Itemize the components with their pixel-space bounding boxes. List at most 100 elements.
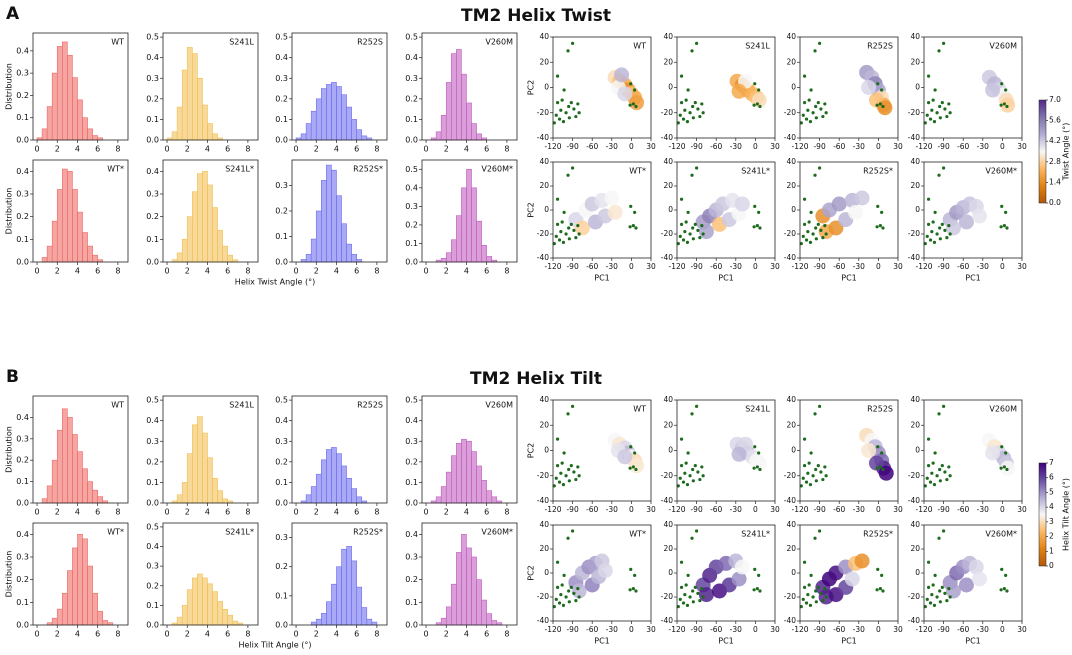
y-tick-label: 0.4 (146, 542, 159, 551)
y-tick-label: 0.3 (275, 74, 288, 83)
x-tick-label: 30 (1017, 505, 1027, 514)
cloud-point (731, 83, 747, 99)
x-tick-label: -120 (544, 142, 561, 151)
reference-point (948, 232, 952, 236)
cloud (815, 553, 870, 605)
reference-point (753, 82, 757, 86)
reference-point (564, 595, 568, 599)
axes-frame (162, 32, 259, 141)
y-tick-label: 20 (910, 57, 920, 66)
histogram-bar (491, 496, 498, 504)
reference-point (880, 88, 884, 92)
y-tick-label: 0.0 (275, 136, 288, 145)
y-tick-label: 0.2 (275, 457, 288, 466)
y-tick-label: -20 (784, 229, 796, 238)
y-tick-label: 0.1 (275, 115, 288, 124)
y-tick-label: 0.1 (275, 478, 288, 487)
histogram-bar (62, 168, 68, 263)
reference-point (802, 101, 807, 105)
y-tick-label: -20 (537, 229, 549, 238)
reference-point (875, 588, 879, 592)
x-tick-label: -30 (977, 262, 989, 271)
reference-point (942, 529, 946, 533)
cloud-point (629, 458, 645, 474)
reference-point (571, 166, 575, 170)
reference-point (701, 232, 705, 236)
histogram-bar (87, 481, 93, 504)
reference-point (816, 585, 820, 590)
x-tick-label: -60 (586, 142, 598, 151)
histogram-bar (321, 88, 327, 141)
y-tick-label: 0.5 (405, 165, 418, 174)
reference-point (571, 529, 575, 533)
y-tick-label: 40 (663, 157, 673, 166)
histogram-bar (351, 560, 357, 626)
x-tick-label: 2 (444, 630, 449, 639)
reference-point (802, 464, 807, 468)
x-tick-label: 4 (75, 508, 80, 517)
y-tick-label: 0.1 (146, 115, 159, 124)
histogram-bar (305, 123, 312, 141)
y-tick-label: -40 (908, 496, 920, 505)
histogram-bar (87, 245, 93, 263)
histogram-bar (310, 486, 317, 504)
y-tick-label: 0.1 (405, 598, 418, 607)
y-tick-label: -20 (908, 592, 920, 601)
reference-point (554, 597, 558, 602)
reference-point (755, 587, 759, 591)
reference-point (935, 474, 939, 478)
cloud-point (734, 196, 750, 212)
reference-point (943, 470, 947, 474)
histogram-bar (356, 129, 363, 141)
reference-point (572, 228, 576, 232)
cloud-point (861, 80, 877, 95)
reference-point (688, 595, 692, 599)
y-tick-label: 0.4 (16, 167, 29, 176)
x-tick-label: -90 (566, 625, 578, 634)
y-tick-label: 0.4 (405, 416, 418, 425)
reference-point (571, 41, 575, 45)
reference-point (801, 234, 805, 238)
reference-point (942, 404, 946, 408)
histogram-bar (102, 620, 109, 626)
x-tick-label: -120 (668, 262, 685, 271)
x-tick-label: 6 (484, 145, 489, 154)
reference-point (1002, 224, 1006, 228)
panel-name: S241L* (225, 165, 254, 174)
x-tick-label: -120 (544, 625, 561, 634)
reference-point (559, 593, 563, 597)
y-tick-label: 0.2 (146, 94, 159, 103)
reference-point (561, 119, 566, 124)
x-tick-label: 2 (444, 145, 449, 154)
x-tick-label: 0 (423, 267, 428, 276)
reference-point (676, 242, 680, 246)
y-tick-label: 0.2 (275, 94, 288, 103)
reference-point (942, 166, 946, 170)
reference-point (700, 587, 704, 591)
reference-point (572, 591, 576, 596)
histogram-bar (351, 254, 357, 263)
y-tick-label: 0 (668, 205, 673, 214)
reference-point (926, 222, 931, 226)
reference-point (757, 210, 761, 214)
reference-point (935, 111, 939, 115)
x-tick-label: -90 (566, 505, 578, 514)
reference-point (695, 404, 699, 408)
histogram-bar (336, 566, 342, 626)
x-tick-label: 4 (205, 145, 210, 154)
reference-point (755, 465, 759, 469)
reference-point (928, 117, 933, 121)
reference-point (940, 222, 944, 226)
reference-point (819, 228, 823, 232)
reference-point (552, 121, 556, 125)
cloud (815, 190, 870, 240)
histogram-bar (466, 102, 472, 141)
y-tick-label: 0 (791, 205, 796, 214)
reference-point (932, 482, 937, 487)
reference-point (681, 480, 686, 484)
reference-point (561, 482, 566, 487)
axes-frame (32, 522, 129, 626)
histogram-bar (67, 570, 73, 626)
reference-point (804, 238, 809, 242)
